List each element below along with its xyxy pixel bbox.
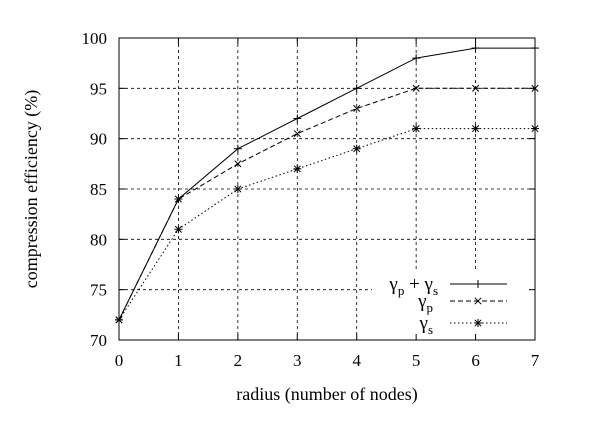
data-point-2-1	[174, 225, 183, 234]
data-point-1-2	[234, 160, 242, 168]
data-point-1-6	[472, 84, 480, 92]
data-point-0-2	[233, 144, 242, 153]
axis-ticks: 0 1 2 3 4 5 6 7 70 75 80 85 90 95 100	[82, 29, 540, 370]
y-tick-label-4: 90	[90, 130, 107, 149]
y-tick-label-1: 75	[90, 281, 107, 300]
data-point-2-4	[352, 144, 361, 153]
data-point-0-3	[293, 114, 302, 123]
x-tick-label-2: 2	[234, 351, 243, 370]
y-tick-label-2: 80	[90, 230, 107, 249]
data-point-1-4	[353, 104, 361, 113]
data-point-0-6	[471, 44, 480, 53]
x-axis-label: radius (number of nodes)	[236, 384, 417, 405]
data-point-1-3	[293, 130, 301, 138]
legend-marker-1	[474, 297, 482, 305]
data-point-1-5	[412, 84, 420, 92]
y-tick-label-3: 85	[90, 180, 107, 199]
series-layer	[115, 44, 539, 324]
x-tick-label-4: 4	[352, 351, 361, 370]
x-tick-label-1: 1	[174, 351, 183, 370]
data-point-0-5	[412, 54, 421, 63]
data-point-2-2	[233, 185, 242, 193]
legend-label-2: γs	[419, 313, 433, 337]
legend-marker-2	[474, 319, 482, 327]
data-point-2-3	[293, 164, 302, 173]
x-tick-label-5: 5	[412, 351, 421, 370]
x-tick-label-6: 6	[471, 351, 480, 370]
x-tick-label-3: 3	[293, 351, 302, 370]
y-tick-label-5: 95	[90, 79, 107, 98]
y-axis-label: compression efficiency (%)	[21, 90, 42, 289]
legend: γp + γs γp γs	[388, 274, 507, 337]
data-point-0-4	[352, 84, 361, 93]
data-point-2-5	[412, 124, 421, 133]
x-tick-label-7: 7	[531, 351, 540, 370]
grid-lines	[119, 38, 535, 340]
x-tick-label-0: 0	[115, 351, 124, 370]
legend-entry-1: γp	[417, 291, 433, 315]
legend-marker-0	[474, 280, 482, 288]
y-tick-label-0: 70	[90, 331, 107, 350]
legend-entry-0: γp + γs	[388, 274, 438, 298]
legend-label-0: γp + γs	[388, 274, 438, 298]
legend-entry-2: γs	[419, 313, 433, 337]
legend-label-1: γp	[417, 291, 433, 315]
series-line-2	[118, 128, 535, 321]
series-line-1	[118, 87, 535, 321]
data-point-1-1	[174, 195, 182, 203]
legend-samples	[450, 280, 507, 327]
y-tick-label-6: 100	[82, 29, 108, 48]
data-point-2-6	[471, 124, 480, 133]
series-line-0	[118, 47, 535, 321]
